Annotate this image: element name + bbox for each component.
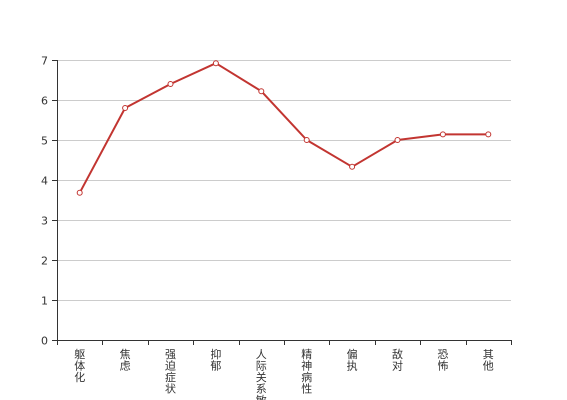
data-point[interactable] — [122, 105, 129, 111]
data-point[interactable] — [167, 81, 174, 87]
y-tick-label: 2 — [41, 255, 48, 268]
x-tick-label: 恐怖 — [437, 348, 448, 373]
y-tick-label: 3 — [41, 215, 48, 228]
y-tick-label: 1 — [41, 295, 48, 308]
x-tick-label: 人际关系敏感 — [256, 348, 267, 400]
x-tick-label: 偏执 — [347, 347, 358, 373]
data-point[interactable] — [303, 137, 310, 143]
series — [76, 60, 492, 196]
data-point[interactable] — [76, 189, 83, 196]
tick-labels: 0 1 2 3 4 5 6 7 躯体化 焦虑 强迫症状 抑郁 人际关系敏感 精神病性 偏执 敌对 恐怖 其他 — [41, 55, 494, 400]
y-tick-label: 5 — [41, 135, 48, 148]
series-line — [78, 62, 489, 194]
axes — [52, 60, 512, 345]
x-tick-label: 抑郁 — [210, 347, 221, 373]
data-point[interactable] — [258, 88, 265, 95]
x-tick-label: 躯体化 — [74, 348, 85, 384]
x-tick-label: 敌对 — [392, 347, 403, 373]
y-tick-label: 6 — [41, 95, 48, 108]
data-point[interactable] — [485, 131, 492, 138]
y-tick-label: 0 — [41, 335, 48, 348]
x-tick-label: 精神病性 — [301, 348, 312, 396]
y-tick-label: 7 — [41, 55, 48, 68]
data-point[interactable] — [212, 60, 219, 67]
gridlines — [57, 60, 511, 301]
x-tick-label: 其他 — [483, 348, 494, 373]
y-tick-label: 4 — [41, 175, 48, 188]
data-point[interactable] — [394, 137, 401, 143]
x-tick-label: 焦虑 — [120, 348, 131, 373]
x-tick-label: 强迫症状 — [165, 348, 176, 396]
data-point[interactable] — [349, 163, 356, 170]
data-point[interactable] — [439, 131, 446, 138]
